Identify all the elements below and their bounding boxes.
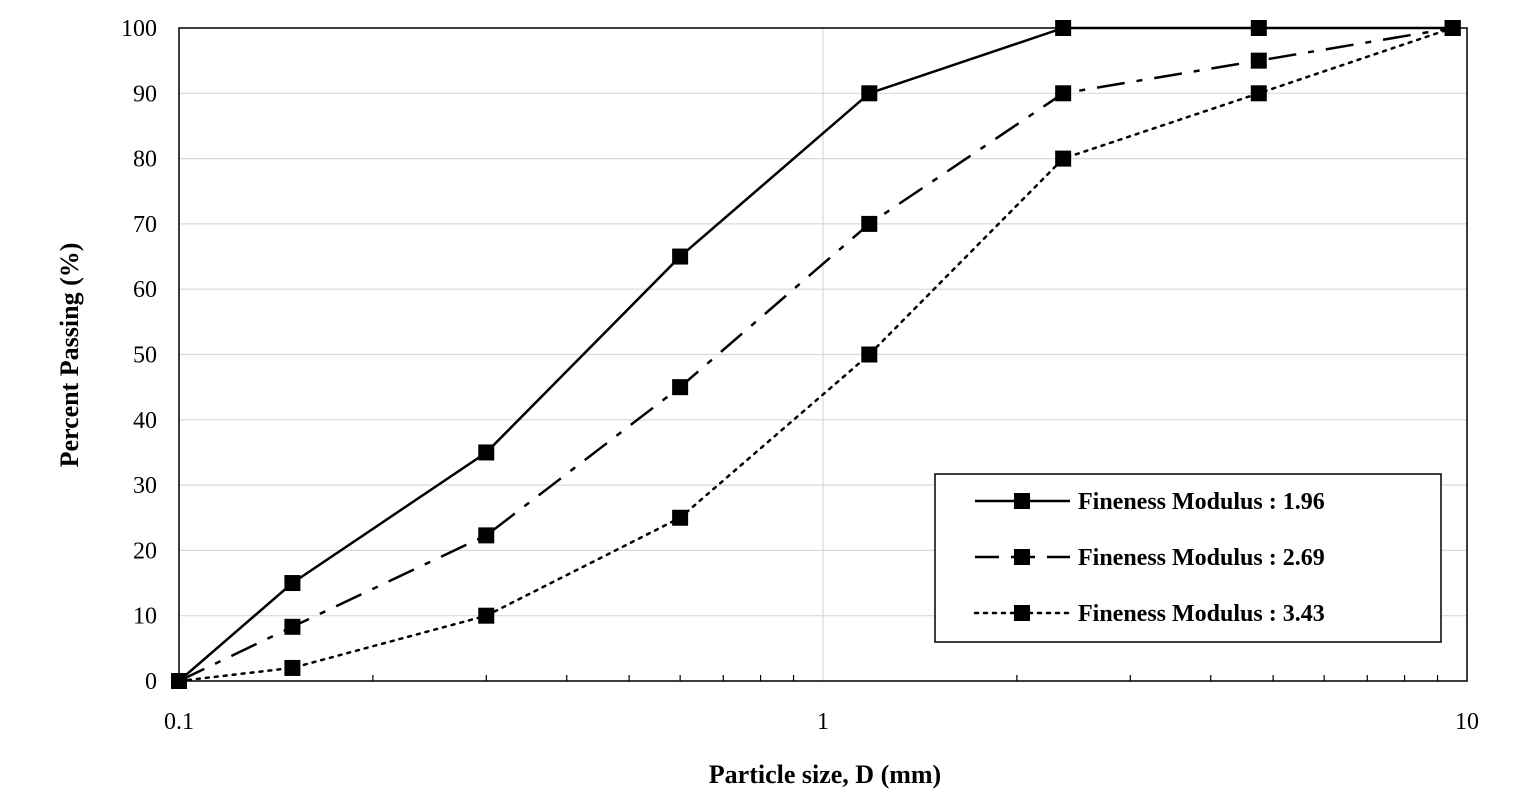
data-point <box>284 575 301 592</box>
x-tick-label: 10 <box>1455 709 1479 735</box>
y-tick-label: 0 <box>145 669 157 695</box>
legend-label: Fineness Modulus : 3.43 <box>1078 601 1325 627</box>
y-axis-title: Percent Passing (%) <box>55 243 84 468</box>
y-tick-label: 60 <box>133 277 157 303</box>
y-tick-label: 70 <box>133 212 157 238</box>
y-tick-label: 80 <box>133 147 157 173</box>
legend-marker <box>1014 493 1030 509</box>
legend-marker <box>1014 605 1030 621</box>
data-point <box>1055 20 1072 36</box>
data-point <box>478 527 495 544</box>
plot-area-frame <box>178 27 1468 682</box>
data-point <box>1444 20 1461 36</box>
x-axis-title: Particle size, D (mm) <box>709 760 941 789</box>
series-line <box>178 26 1453 682</box>
x-tick-label: 0.1 <box>164 709 194 735</box>
y-tick-label: 50 <box>133 343 157 369</box>
data-point <box>861 85 878 102</box>
data-point <box>478 444 495 461</box>
y-tick-label: 100 <box>121 16 157 42</box>
data-point <box>672 379 689 396</box>
y-tick-label: 10 <box>133 604 157 630</box>
legend-entry: Fineness Modulus : 1.96 <box>975 489 1325 515</box>
data-point <box>672 248 689 265</box>
data-point <box>478 607 495 624</box>
x-tick-labels: 0.1 1 10 <box>164 709 1479 735</box>
data-point <box>1250 52 1267 69</box>
x-minor-ticks <box>372 675 1439 681</box>
legend-marker <box>1014 549 1030 565</box>
data-point <box>861 346 878 363</box>
y-tick-label: 30 <box>133 473 157 499</box>
y-tick-label: 90 <box>133 81 157 107</box>
data-point <box>284 659 301 676</box>
data-point <box>861 215 878 232</box>
legend-entry: Fineness Modulus : 3.43 <box>973 601 1325 627</box>
data-point <box>1055 150 1072 167</box>
series-3 <box>171 20 1461 689</box>
data-point <box>171 673 187 689</box>
legend-label: Fineness Modulus : 1.96 <box>1078 489 1325 515</box>
data-point <box>1250 20 1267 36</box>
legend: Fineness Modulus : 1.96 Fineness Modulus … <box>934 473 1442 643</box>
data-point <box>1250 85 1267 102</box>
series-line <box>178 26 1453 683</box>
series-line <box>177 26 1454 683</box>
y-tick-label: 20 <box>133 538 157 564</box>
y-tick-label: 40 <box>133 408 157 434</box>
x-tick-label: 1 <box>817 709 829 735</box>
legend-entry: Fineness Modulus : 2.69 <box>975 545 1325 571</box>
series-layer <box>171 20 1461 689</box>
data-point <box>284 618 301 635</box>
data-point <box>1055 85 1072 102</box>
y-tick-labels: 0 10 20 30 40 50 60 70 80 90 100 <box>121 16 157 695</box>
data-point <box>672 509 689 526</box>
legend-label: Fineness Modulus : 2.69 <box>1078 545 1325 571</box>
